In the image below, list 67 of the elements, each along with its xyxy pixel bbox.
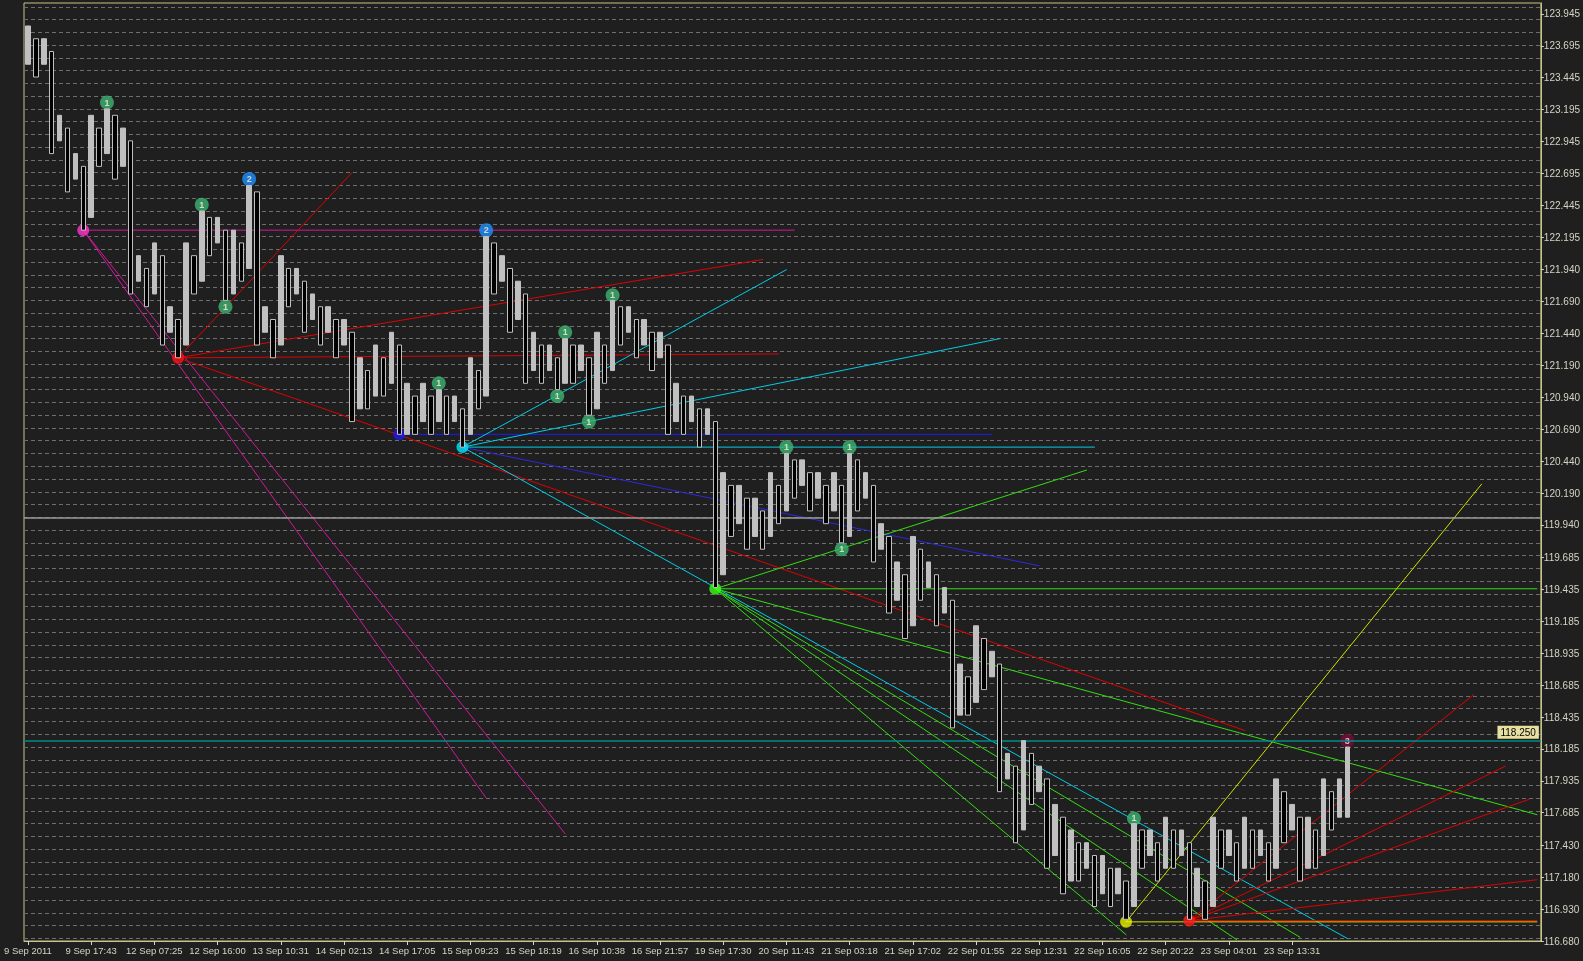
y-tick-label: 120.190 [1543,487,1581,499]
x-tick-label: 15 Sep 18:19 [505,944,562,956]
x-tick-label: 22 Sep 16:05 [1074,944,1131,956]
y-tick-label: 118.435 [1543,711,1580,723]
ref-line-label: 118.250 [1500,727,1537,739]
y-tick-label: 118.185 [1543,743,1580,755]
y-tick-label: 119.940 [1543,519,1580,531]
y-tick-label: 117.430 [1543,839,1580,851]
text: 1 [199,199,205,210]
y-tick-label: 122.195 [1543,231,1581,243]
x-tick-label: 13 Sep 10:31 [252,944,310,956]
y-tick-label: 121.690 [1543,296,1581,308]
series-label: 2 [246,174,252,185]
text: 1 [1131,813,1137,824]
y-tick-label: 121.440 [1543,328,1581,340]
y-tick-label: 117.935 [1543,775,1580,787]
y-tick-label: 122.945 [1543,135,1581,147]
x-tick-label: 9 Sep 17:43 [65,944,117,956]
y-tick-label: 117.180 [1543,871,1580,883]
y-tick-label: 116.930 [1543,903,1580,915]
text: 1 [562,327,568,338]
y-tick-label: 118.935 [1543,647,1580,659]
x-tick-label: 12 Sep 16:00 [189,944,246,956]
y-tick-label: 121.940 [1543,264,1581,276]
text: 2 [483,225,489,236]
x-tick-label: 14 Sep 02:13 [315,944,373,956]
y-tick-label: 120.940 [1543,391,1581,403]
y-tick-label: 119.435 [1543,583,1580,595]
x-tick-label: 16 Sep 21:57 [631,944,689,956]
x-tick-label: 23 Sep 04:01 [1200,944,1258,956]
y-tick-label: 122.445 [1543,199,1581,211]
text: 1 [222,301,228,312]
text: 1 [610,290,616,301]
series-label: 3 [1344,735,1350,746]
y-tick-label: 121.190 [1543,359,1581,371]
y-tick-label: 117.685 [1543,807,1580,819]
series-label: 1 [847,442,853,453]
text: 1 [436,378,442,389]
text: 1 [554,391,560,402]
x-tick-label: 16 Sep 10:38 [568,944,626,956]
y-tick-label: 120.440 [1543,455,1581,467]
x-tick-label: 21 Sep 03:18 [821,944,878,956]
text: 1 [839,544,845,555]
text: 1 [586,416,592,427]
y-tick-label: 123.695 [1543,40,1581,52]
x-tick-label: 9 Sep 2011 [4,944,52,956]
x-tick-label: 22 Sep 01:55 [947,944,1005,956]
x-tick-label: 23 Sep 13:31 [1263,944,1321,956]
y-tick-label: 120.690 [1543,423,1581,435]
x-tick-label: 19 Sep 17:30 [694,944,752,956]
y-tick-label: 122.695 [1543,167,1581,179]
y-tick-label: 123.945 [1543,8,1581,20]
x-tick-label: 20 Sep 11:43 [758,944,815,956]
x-tick-label: 22 Sep 12:31 [1010,944,1068,956]
x-tick-label: 15 Sep 09:23 [442,944,499,956]
y-tick-label: 116.680 [1543,935,1580,947]
text: 1 [783,442,789,453]
x-tick-label: 12 Sep 07:25 [126,944,183,956]
y-tick-label: 123.445 [1543,72,1581,84]
text: 1 [104,97,110,108]
y-tick-label: 118.685 [1543,679,1580,691]
x-tick-label: 22 Sep 20:22 [1137,944,1194,956]
y-tick-label: 119.685 [1543,552,1580,563]
y-tick-label: 123.195 [1543,104,1581,116]
x-tick-label: 14 Sep 17:05 [378,944,436,956]
x-tick-label: 21 Sep 17:02 [884,944,942,956]
y-tick-label: 119.185 [1543,615,1580,627]
